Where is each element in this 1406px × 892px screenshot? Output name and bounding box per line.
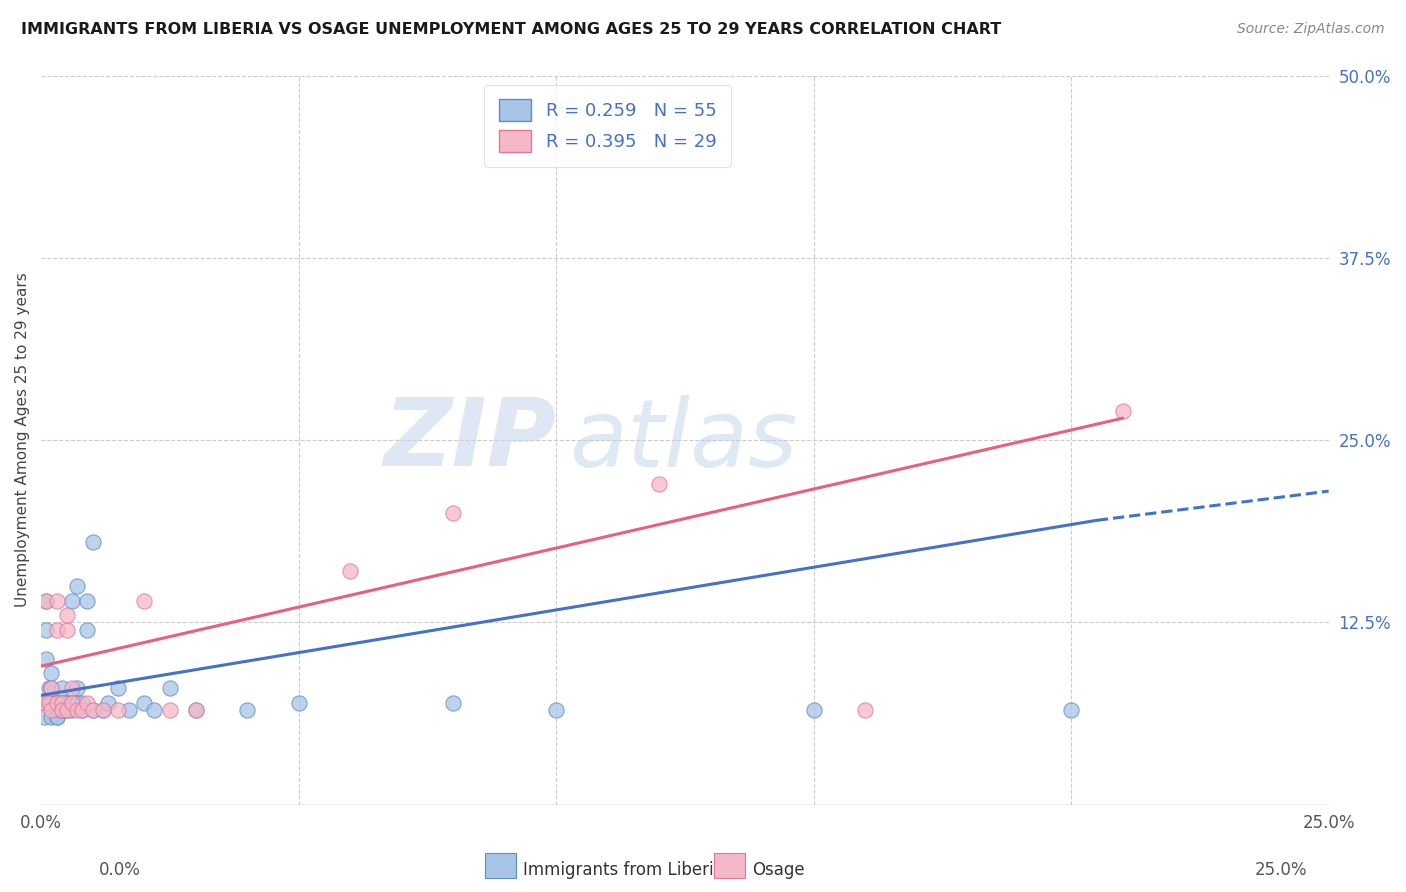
- Text: Osage: Osage: [752, 861, 804, 879]
- Point: [45, 696, 67, 710]
- Point: [66, 696, 89, 710]
- Point: [648, 476, 671, 491]
- Point: [38, 696, 60, 710]
- Point: [441, 696, 464, 710]
- Point: [82, 703, 104, 717]
- Point: [1111, 404, 1133, 418]
- Point: [45, 696, 67, 710]
- Point: [91, 703, 114, 717]
- Point: [56, 696, 79, 710]
- Point: [60, 681, 83, 695]
- Legend: R = 0.259   N = 55, R = 0.395   N = 29: R = 0.259 N = 55, R = 0.395 N = 29: [484, 85, 731, 167]
- Point: [51, 703, 73, 717]
- Point: [41, 681, 63, 695]
- Point: [159, 703, 181, 717]
- Point: [60, 703, 83, 717]
- Point: [45, 623, 67, 637]
- Point: [45, 703, 67, 717]
- Point: [441, 506, 464, 520]
- Point: [132, 696, 155, 710]
- Point: [76, 623, 98, 637]
- Point: [51, 696, 73, 710]
- Point: [45, 710, 67, 724]
- Point: [56, 703, 79, 717]
- Text: IMMIGRANTS FROM LIBERIA VS OSAGE UNEMPLOYMENT AMONG AGES 25 TO 29 YEARS CORRELAT: IMMIGRANTS FROM LIBERIA VS OSAGE UNEMPLO…: [21, 22, 1001, 37]
- Text: 0.0%: 0.0%: [98, 861, 141, 879]
- Text: ZIP: ZIP: [384, 394, 557, 486]
- Point: [41, 696, 63, 710]
- Point: [853, 703, 876, 717]
- Point: [41, 696, 63, 710]
- Point: [51, 681, 73, 695]
- Text: Source: ZipAtlas.com: Source: ZipAtlas.com: [1237, 22, 1385, 37]
- Point: [51, 696, 73, 710]
- Point: [66, 681, 89, 695]
- Point: [51, 703, 73, 717]
- Point: [41, 703, 63, 717]
- Point: [1060, 703, 1083, 717]
- Point: [339, 565, 361, 579]
- Point: [45, 710, 67, 724]
- Point: [60, 696, 83, 710]
- Point: [51, 703, 73, 717]
- Point: [60, 696, 83, 710]
- Point: [45, 696, 67, 710]
- Point: [76, 593, 98, 607]
- Point: [82, 535, 104, 549]
- Point: [143, 703, 166, 717]
- Point: [76, 696, 98, 710]
- Point: [97, 696, 120, 710]
- Point: [41, 681, 63, 695]
- Point: [56, 623, 79, 637]
- Point: [41, 666, 63, 681]
- Point: [35, 652, 58, 666]
- Point: [546, 703, 568, 717]
- Text: 25.0%: 25.0%: [1256, 861, 1308, 879]
- Point: [56, 608, 79, 623]
- Point: [72, 703, 94, 717]
- Point: [107, 703, 129, 717]
- Point: [56, 703, 79, 717]
- Point: [45, 703, 67, 717]
- Point: [184, 703, 207, 717]
- Point: [60, 593, 83, 607]
- Point: [35, 623, 58, 637]
- Point: [72, 696, 94, 710]
- Text: Immigrants from Liberia: Immigrants from Liberia: [523, 861, 724, 879]
- Point: [132, 593, 155, 607]
- Point: [66, 579, 89, 593]
- Point: [287, 696, 309, 710]
- Point: [91, 703, 114, 717]
- Point: [32, 710, 55, 724]
- Point: [35, 593, 58, 607]
- Point: [72, 703, 94, 717]
- Point: [60, 696, 83, 710]
- Point: [803, 703, 825, 717]
- Point: [35, 696, 58, 710]
- Point: [82, 703, 104, 717]
- Point: [66, 703, 89, 717]
- Text: atlas: atlas: [569, 394, 797, 485]
- Point: [51, 696, 73, 710]
- Point: [107, 681, 129, 695]
- Point: [45, 696, 67, 710]
- Point: [56, 696, 79, 710]
- Point: [56, 703, 79, 717]
- Point: [184, 703, 207, 717]
- Point: [45, 703, 67, 717]
- Point: [45, 593, 67, 607]
- Point: [159, 681, 181, 695]
- Y-axis label: Unemployment Among Ages 25 to 29 years: Unemployment Among Ages 25 to 29 years: [15, 273, 30, 607]
- Point: [38, 696, 60, 710]
- Point: [38, 681, 60, 695]
- Point: [118, 703, 141, 717]
- Point: [35, 593, 58, 607]
- Point: [236, 703, 259, 717]
- Point: [41, 710, 63, 724]
